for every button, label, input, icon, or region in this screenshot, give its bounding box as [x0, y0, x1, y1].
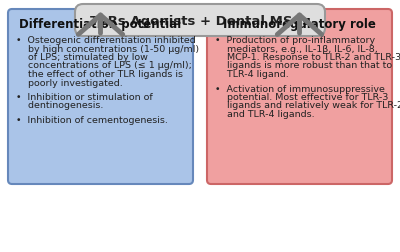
Text: •  Inhibition of cementogenesis.: • Inhibition of cementogenesis. — [16, 115, 168, 124]
FancyBboxPatch shape — [8, 10, 193, 184]
Text: Immunoregulatory role: Immunoregulatory role — [223, 17, 376, 30]
Text: ligands is more robust than that to: ligands is more robust than that to — [215, 61, 392, 70]
Text: ligands and relatively weak for TLR-2: ligands and relatively weak for TLR-2 — [215, 101, 400, 110]
Text: potential. Most effective for TLR-3: potential. Most effective for TLR-3 — [215, 93, 388, 102]
Text: by high concentrations (1-50 μg/ml): by high concentrations (1-50 μg/ml) — [16, 44, 199, 53]
Text: TLRs Agonists + Dental MSCs: TLRs Agonists + Dental MSCs — [90, 14, 310, 27]
Text: TLR-4 ligand.: TLR-4 ligand. — [215, 70, 289, 79]
Text: •  Activation of immunosuppressive: • Activation of immunosuppressive — [215, 84, 385, 93]
FancyBboxPatch shape — [207, 10, 392, 184]
Text: and TLR-4 ligands.: and TLR-4 ligands. — [215, 110, 315, 118]
Text: of LPS; stimulated by low: of LPS; stimulated by low — [16, 53, 148, 62]
Text: •  Production of pro-inflammatory: • Production of pro-inflammatory — [215, 36, 375, 45]
Text: Differentiation potential: Differentiation potential — [19, 17, 182, 30]
Text: concentrations of LPS (≤ 1 μg/ml);: concentrations of LPS (≤ 1 μg/ml); — [16, 61, 192, 70]
Text: •  Inhibition or stimulation of: • Inhibition or stimulation of — [16, 93, 153, 102]
Text: •  Osteogenic differentiation inhibited: • Osteogenic differentiation inhibited — [16, 36, 196, 45]
Text: MCP-1. Response to TLR-2 and TLR-3: MCP-1. Response to TLR-2 and TLR-3 — [215, 53, 400, 62]
Text: the effect of other TLR ligands is: the effect of other TLR ligands is — [16, 70, 183, 79]
Text: mediators, e.g., IL-1β, IL-6, IL-8,: mediators, e.g., IL-1β, IL-6, IL-8, — [215, 44, 378, 53]
FancyBboxPatch shape — [75, 5, 325, 37]
Text: dentinogenesis.: dentinogenesis. — [16, 101, 103, 110]
Text: poorly investigated.: poorly investigated. — [16, 78, 123, 87]
